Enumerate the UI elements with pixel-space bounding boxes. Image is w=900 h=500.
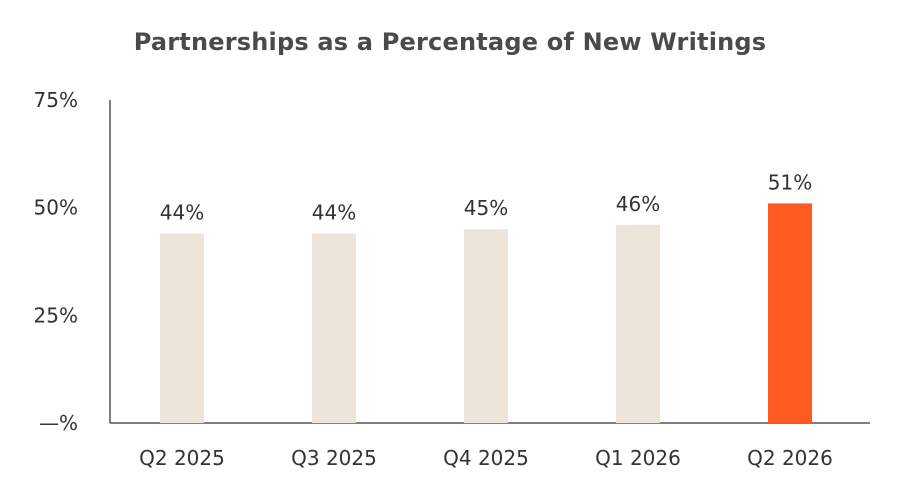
bar-q2-2026	[768, 203, 812, 423]
x-tick-label: Q2 2026	[747, 446, 833, 470]
data-label: 45%	[464, 196, 508, 220]
y-tick-label: 75%	[34, 88, 78, 112]
x-tick-label: Q2 2025	[139, 446, 225, 470]
y-tick-label: 25%	[34, 303, 78, 327]
y-tick-label: 50%	[34, 196, 78, 220]
bar-q2-2025	[160, 233, 204, 423]
x-tick-label: Q1 2026	[595, 446, 681, 470]
x-tick-label: Q3 2025	[291, 446, 377, 470]
bar-q4-2025	[464, 229, 508, 423]
x-tick-label: Q4 2025	[443, 446, 529, 470]
data-label: 46%	[616, 192, 660, 216]
data-label: 51%	[768, 170, 812, 194]
y-tick-label: —%	[39, 411, 78, 435]
data-label: 44%	[160, 201, 204, 225]
bar-q1-2026	[616, 224, 660, 423]
data-label: 44%	[312, 201, 356, 225]
bar-q3-2025	[312, 233, 356, 423]
chart-title: Partnerships as a Percentage of New Writ…	[133, 28, 767, 56]
